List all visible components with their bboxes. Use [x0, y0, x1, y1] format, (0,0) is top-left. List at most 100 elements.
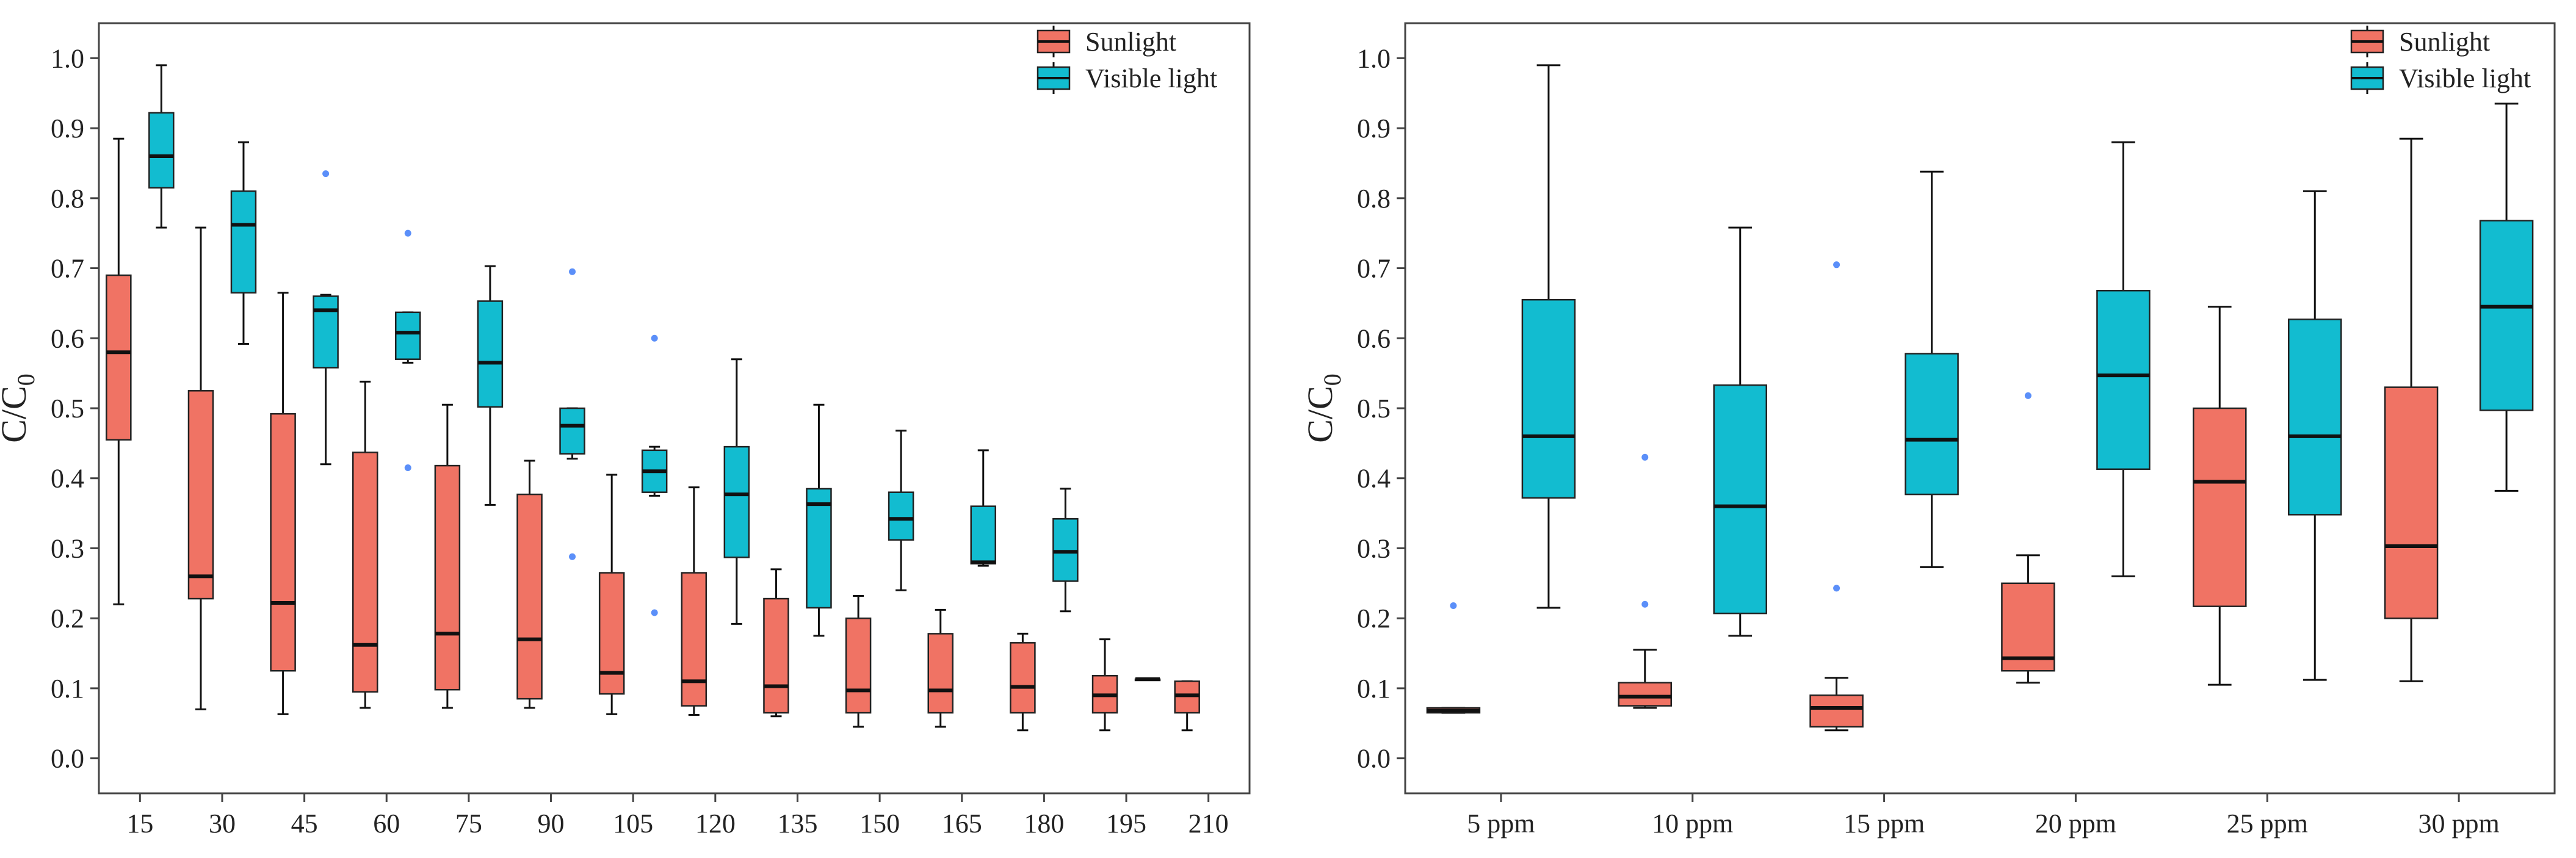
visible-light-box — [970, 505, 996, 564]
y-tick-label: 0.4 — [51, 464, 84, 494]
sunlight-box — [1618, 682, 1672, 707]
y-tick-label: 0.7 — [1357, 254, 1391, 284]
x-tick-label: 165 — [942, 809, 982, 838]
legend-label: Sunlight — [1085, 27, 1176, 57]
x-tick-label: 120 — [695, 809, 736, 838]
visible-light-outlier-point — [651, 609, 658, 616]
visible-light-box — [1713, 384, 1767, 615]
sunlight-box — [681, 572, 707, 707]
x-tick-label: 15 — [126, 809, 153, 838]
sunlight-box — [352, 452, 378, 693]
legend-label: Sunlight — [2399, 27, 2490, 57]
visible-light-outlier-point — [404, 464, 411, 472]
x-tick-label: 20 ppm — [2035, 809, 2116, 838]
visible-light-box — [1521, 298, 1576, 499]
x-tick-label: 30 ppm — [2418, 809, 2499, 838]
x-tick-label: 15 ppm — [1843, 809, 1925, 838]
x-tick-label: 25 ppm — [2227, 809, 2308, 838]
y-tick-label: 0.5 — [51, 394, 84, 424]
sunlight-outlier-point — [2024, 392, 2031, 399]
sunlight-outlier-point — [1833, 585, 1840, 592]
sunlight-box — [1809, 694, 1864, 728]
y-tick-label: 1.0 — [1357, 43, 1391, 73]
plot-frame — [98, 22, 1251, 795]
x-tick-label: 150 — [859, 809, 900, 838]
x-tick-label: 195 — [1106, 809, 1146, 838]
sunlight-outlier-point — [1641, 600, 1649, 608]
sunlight-box — [2384, 386, 2439, 619]
x-tick-label: 60 — [373, 809, 400, 838]
y-tick-label: 0.9 — [1357, 114, 1391, 143]
y-tick-label: 0.0 — [1357, 744, 1391, 774]
y-axis-label-main: C/C — [1300, 386, 1340, 443]
sunlight-box — [516, 493, 543, 700]
visible-light-box — [148, 112, 175, 189]
sunlight-box — [927, 633, 953, 714]
right-chart-panel: 0.0 0.1 0.2 0.3 0.4 0.5 0.6 0.7 0.8 0.9 1.0 5 ppm 10… — [1300, 22, 2556, 838]
sunlight-outlier-point — [1833, 261, 1840, 269]
x-tick-label: 180 — [1024, 809, 1064, 838]
visible-light-outlier-point — [569, 268, 576, 275]
x-tick-label: 90 — [538, 809, 565, 838]
y-tick-label: 0.1 — [1357, 674, 1391, 704]
sunlight-box — [434, 464, 461, 691]
visible-light-box — [806, 488, 832, 609]
visible-light-box — [2096, 290, 2151, 470]
y-tick-label: 1.0 — [51, 43, 84, 73]
sunlight-box — [2193, 407, 2247, 607]
y-tick-label: 0.7 — [51, 254, 84, 284]
sunlight-box — [2001, 582, 2055, 672]
plot-frame — [1404, 22, 2556, 795]
legend-label: Visible light — [2399, 63, 2531, 93]
y-axis-label-subscript: 0 — [1319, 373, 1346, 386]
y-tick-label: 0.3 — [51, 533, 84, 563]
sunlight-box — [763, 597, 789, 714]
y-tick-label: 0.6 — [51, 323, 84, 353]
x-tick-label: 30 — [209, 809, 236, 838]
visible-light-box — [559, 407, 585, 455]
visible-light-box — [723, 445, 750, 558]
visible-light-box — [313, 295, 339, 369]
x-tick-label: 10 ppm — [1652, 809, 1733, 838]
y-tick-label: 0.1 — [51, 674, 84, 704]
visible-light-box — [2288, 319, 2342, 516]
visible-light-outlier-point — [322, 170, 330, 178]
x-tick-label: 5 ppm — [1467, 809, 1535, 838]
visible-light-box — [477, 300, 504, 408]
left-chart-panel: 0.0 0.1 0.2 0.3 0.4 0.5 0.6 0.7 0.8 0.9 1.0 15 30 45 6… — [0, 22, 1251, 838]
y-tick-label: 0.3 — [1357, 533, 1391, 563]
sunlight-box — [598, 572, 625, 695]
x-tick-label: 75 — [455, 809, 482, 838]
x-tick-label: 210 — [1189, 809, 1229, 838]
y-axis-label: C/C0 — [1300, 373, 1346, 443]
sunlight-box — [106, 274, 132, 441]
visible-light-box — [230, 190, 257, 294]
visible-light-box — [395, 311, 421, 360]
y-tick-label: 0.5 — [1357, 394, 1391, 424]
y-axis-label-subscript: 0 — [12, 373, 40, 386]
y-axis-label-main: C/C — [0, 386, 34, 443]
sunlight-outlier-point — [1450, 602, 1457, 610]
y-tick-label: 0.2 — [1357, 604, 1391, 633]
sunlight-box — [845, 617, 872, 714]
visible-light-box — [2479, 220, 2534, 411]
sunlight-box — [270, 413, 296, 672]
sunlight-box — [187, 390, 214, 600]
sunlight-outlier-point — [1641, 453, 1649, 461]
sunlight-box — [1010, 642, 1036, 714]
y-tick-label: 0.8 — [1357, 184, 1391, 214]
y-tick-label: 0.6 — [1357, 323, 1391, 353]
y-tick-label: 0.9 — [51, 114, 84, 143]
y-tick-label: 0.8 — [51, 184, 84, 214]
visible-light-outlier-point — [569, 553, 576, 560]
y-axis-label: C/C0 — [0, 373, 40, 443]
legend-label: Visible light — [1085, 63, 1217, 93]
x-tick-label: 105 — [613, 809, 653, 838]
x-tick-label: 45 — [291, 809, 318, 838]
x-tick-label: 135 — [777, 809, 817, 838]
visible-light-box — [888, 491, 914, 541]
y-tick-label: 0.0 — [51, 744, 84, 774]
visible-light-box — [1905, 353, 1959, 496]
y-tick-label: 0.4 — [1357, 464, 1391, 494]
